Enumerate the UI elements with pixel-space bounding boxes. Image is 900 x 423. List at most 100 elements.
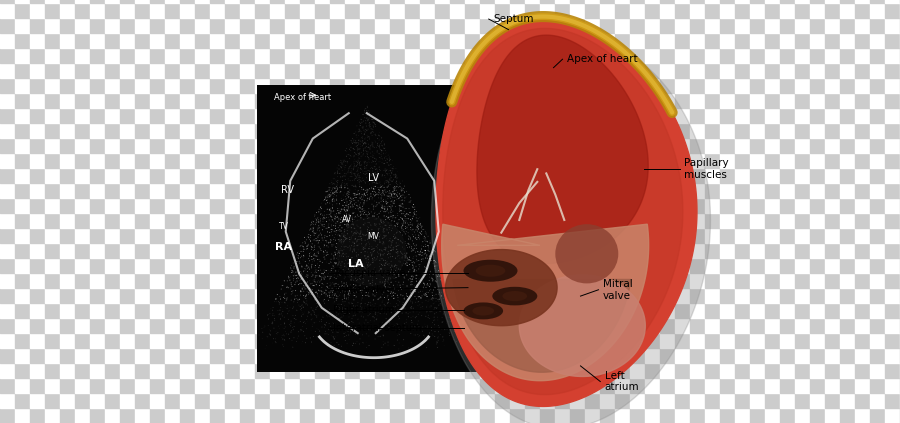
Point bbox=[401, 205, 416, 212]
Bar bbox=[690, 378, 705, 393]
Point bbox=[406, 213, 420, 220]
Point bbox=[272, 310, 286, 317]
Point bbox=[334, 161, 348, 168]
Bar bbox=[465, 183, 480, 198]
Point bbox=[394, 197, 409, 203]
Bar bbox=[555, 48, 570, 63]
Point bbox=[374, 155, 388, 162]
Bar bbox=[90, 138, 105, 153]
Point bbox=[299, 300, 313, 307]
Point bbox=[314, 208, 328, 214]
Bar bbox=[315, 48, 330, 63]
Bar bbox=[795, 138, 810, 153]
Point bbox=[367, 220, 382, 227]
Point bbox=[338, 288, 352, 295]
Point bbox=[340, 180, 355, 187]
Point bbox=[392, 195, 407, 201]
Bar bbox=[795, 3, 810, 18]
Point bbox=[339, 181, 354, 187]
Point bbox=[406, 305, 420, 312]
Point bbox=[433, 282, 447, 288]
Point bbox=[277, 321, 292, 328]
Bar bbox=[480, 213, 495, 228]
Point bbox=[371, 244, 385, 251]
Point bbox=[333, 318, 347, 324]
Point bbox=[382, 189, 396, 196]
Bar bbox=[315, 243, 330, 258]
Point bbox=[353, 273, 367, 280]
Point bbox=[294, 263, 309, 269]
Point bbox=[455, 339, 470, 346]
Point bbox=[356, 175, 370, 181]
Point bbox=[300, 297, 314, 304]
Bar bbox=[465, 333, 480, 348]
Bar bbox=[615, 93, 630, 108]
Point bbox=[322, 200, 337, 206]
Point bbox=[292, 296, 307, 302]
Point bbox=[347, 264, 362, 270]
Point bbox=[396, 204, 410, 211]
Bar bbox=[405, 138, 420, 153]
Point bbox=[384, 191, 399, 198]
Point bbox=[394, 286, 409, 293]
Point bbox=[282, 275, 296, 281]
Point bbox=[335, 278, 349, 285]
Point bbox=[314, 288, 328, 295]
Bar bbox=[105, 168, 120, 183]
Point bbox=[325, 191, 339, 198]
Bar bbox=[120, 348, 135, 363]
Point bbox=[319, 293, 333, 299]
Point bbox=[349, 174, 364, 181]
Point bbox=[300, 312, 314, 319]
Point bbox=[340, 198, 355, 205]
Point bbox=[365, 257, 380, 264]
Point bbox=[339, 264, 354, 271]
Bar bbox=[870, 198, 885, 213]
Bar bbox=[810, 213, 825, 228]
Point bbox=[386, 176, 400, 183]
Point bbox=[345, 212, 359, 219]
Point bbox=[282, 331, 296, 338]
Point bbox=[368, 235, 382, 242]
Point bbox=[338, 158, 353, 165]
Point bbox=[430, 317, 445, 324]
Bar bbox=[390, 408, 405, 423]
Point bbox=[328, 333, 343, 340]
Point bbox=[383, 164, 398, 170]
Point bbox=[306, 228, 320, 234]
Point bbox=[416, 284, 430, 291]
Point bbox=[442, 308, 456, 314]
Point bbox=[310, 291, 325, 297]
Bar bbox=[645, 48, 660, 63]
Point bbox=[353, 264, 367, 270]
Point bbox=[356, 117, 371, 124]
Point bbox=[393, 266, 408, 273]
Point bbox=[373, 156, 387, 163]
Bar bbox=[765, 3, 780, 18]
Point bbox=[377, 219, 392, 226]
Point bbox=[315, 274, 329, 280]
Point bbox=[351, 236, 365, 243]
Point bbox=[356, 127, 371, 134]
Point bbox=[383, 275, 398, 281]
Bar bbox=[270, 408, 285, 423]
Point bbox=[343, 163, 357, 170]
Point bbox=[436, 280, 451, 287]
Point bbox=[421, 242, 436, 249]
Point bbox=[349, 184, 364, 190]
Bar bbox=[120, 183, 135, 198]
Point bbox=[440, 326, 454, 332]
Point bbox=[364, 172, 379, 179]
Bar bbox=[30, 48, 45, 63]
Point bbox=[431, 337, 446, 344]
Point bbox=[312, 206, 327, 213]
Point bbox=[352, 192, 366, 199]
Point bbox=[365, 277, 380, 284]
Point bbox=[288, 271, 302, 277]
Point bbox=[312, 224, 327, 231]
Point bbox=[346, 289, 361, 296]
Point bbox=[367, 169, 382, 176]
Point bbox=[412, 261, 427, 268]
Point bbox=[403, 219, 418, 226]
Point bbox=[325, 217, 339, 223]
